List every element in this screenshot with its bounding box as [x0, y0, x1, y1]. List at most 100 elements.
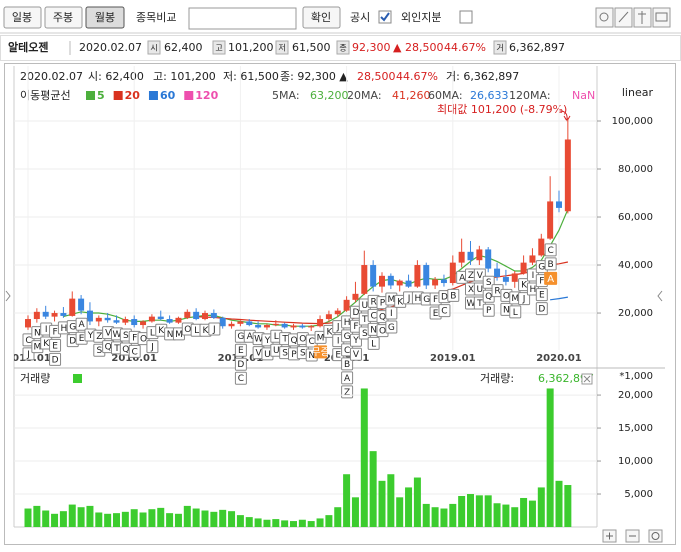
event-label: M [511, 294, 519, 304]
volume-bar [263, 519, 271, 527]
event-label: P [291, 350, 297, 360]
header-high: 고: 101,200 [153, 70, 216, 83]
event-label: W [467, 299, 476, 309]
button-label[interactable]: 일봉 [12, 10, 32, 24]
event-flag [473, 282, 486, 296]
legend-swatch [184, 91, 194, 100]
ma-readout-label: 60MA: [428, 89, 463, 102]
event-label: C [238, 374, 244, 384]
ma-readout: 63,200 [310, 89, 349, 102]
volume-bar [334, 507, 342, 527]
button[interactable] [302, 6, 341, 29]
candle-body [432, 279, 439, 286]
compare-input[interactable] [188, 7, 297, 30]
info-change: ▲ 28,500 [393, 41, 443, 54]
event-flag [75, 317, 88, 331]
event-flag [128, 344, 141, 358]
compare-label: 종목비교 [136, 11, 176, 24]
volume-bar [104, 513, 112, 527]
volume-bar [325, 515, 333, 527]
info-icon-label: 시 [150, 44, 157, 53]
y-tick-label: 5,000 [624, 489, 653, 500]
tool-button[interactable] [595, 7, 614, 28]
candle-body [538, 238, 545, 256]
info-icon-label: 저 [278, 44, 285, 53]
event-label: G [237, 332, 244, 342]
event-label: V [477, 271, 484, 281]
event-label: J [26, 350, 30, 360]
event-label: Q [105, 343, 112, 353]
header-change-pct: 44.67% [396, 70, 438, 83]
volume-bar [33, 505, 41, 527]
header-date: 2020.02.07 [20, 70, 83, 83]
event-label: E [52, 341, 58, 351]
event-label: V [353, 350, 360, 360]
volume-bar [564, 485, 572, 527]
volume-bar [77, 507, 85, 527]
icon [655, 12, 668, 22]
button[interactable] [3, 6, 42, 29]
candle-body [520, 262, 527, 274]
scroll-arrow[interactable] [5, 290, 11, 302]
event-flag [349, 319, 362, 333]
volume-bar [201, 510, 209, 527]
event-flag [208, 322, 221, 336]
button[interactable] [44, 6, 83, 29]
volume-bar [369, 451, 377, 527]
event-label: J [212, 325, 216, 335]
event-label: P [380, 299, 386, 309]
volume-bar [396, 497, 404, 527]
volume-bar [360, 388, 368, 527]
event-label: P [486, 306, 492, 316]
checkbox[interactable] [459, 10, 473, 24]
button-label[interactable]: 월봉 [95, 11, 115, 24]
event-badge-label: A [547, 274, 554, 285]
info-icon [275, 40, 289, 55]
event-flag [535, 302, 548, 316]
event-badge-label: 무증 [311, 346, 329, 358]
event-flag [234, 343, 247, 357]
volume-bar [42, 510, 50, 527]
volume-bar [351, 497, 359, 527]
event-flag [544, 243, 557, 257]
button-label[interactable]: 확인 [311, 11, 331, 24]
button-label[interactable]: 주봉 [53, 11, 73, 24]
event-label: J [150, 343, 154, 353]
candle-body [511, 273, 518, 282]
info-icon [493, 40, 507, 55]
candle-body [263, 325, 270, 328]
volume-bar [254, 518, 262, 527]
candle-body [148, 316, 155, 322]
event-label: U [264, 350, 271, 360]
candle-body [325, 314, 332, 320]
event-label: L [513, 308, 518, 318]
ma-readout: NaN [572, 89, 595, 102]
event-label: V [105, 329, 112, 339]
event-label: J [336, 323, 340, 333]
event-flag [349, 347, 362, 361]
candle-body [467, 251, 474, 261]
legend-swatch [86, 91, 95, 100]
candle-body [290, 325, 297, 328]
icon [651, 532, 660, 540]
scroll-arrow[interactable] [657, 290, 663, 302]
volume-bar [413, 477, 421, 527]
event-label: F [132, 333, 137, 343]
event-label: N [34, 329, 41, 339]
volume-bar [298, 519, 306, 527]
event-label: U [362, 301, 369, 311]
event-label: R [494, 287, 500, 297]
volume-bar [59, 511, 67, 527]
event-flag [544, 257, 557, 271]
event-flag [447, 288, 460, 302]
volume-bar [219, 509, 227, 527]
event-label: H [61, 324, 68, 334]
reset[interactable] [648, 529, 663, 543]
event-label: B [548, 260, 554, 270]
event-label: S [486, 278, 492, 288]
button-active[interactable] [85, 6, 125, 29]
y-tick-label: 20,000 [618, 308, 653, 319]
legend-label: 60 [160, 89, 176, 102]
header-low: 저: 61,500 [223, 70, 279, 83]
candle-body [104, 317, 111, 321]
